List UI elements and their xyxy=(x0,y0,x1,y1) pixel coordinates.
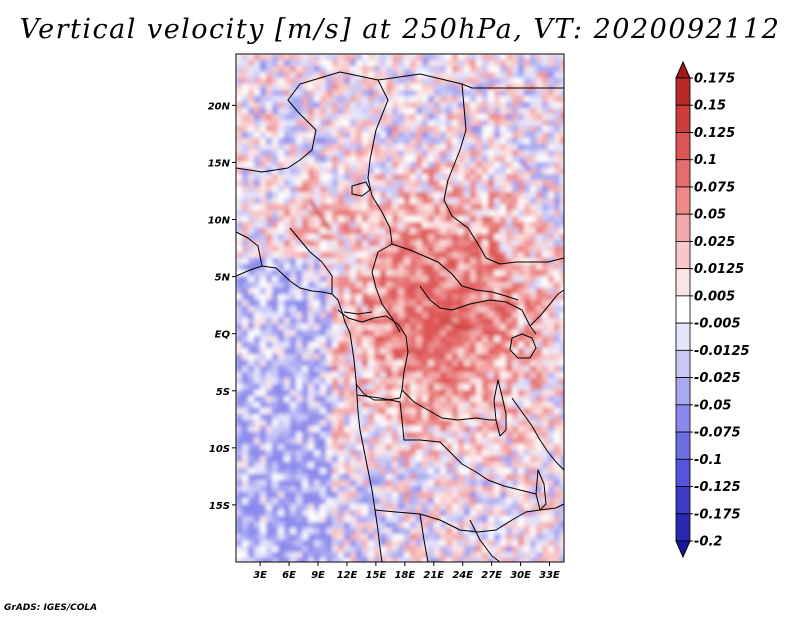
colorbar-segment xyxy=(675,159,691,188)
colorbar-segment xyxy=(675,322,691,351)
border xyxy=(511,397,564,471)
lake-tanganyika xyxy=(493,379,507,437)
lon-tick-label: 15E xyxy=(366,570,387,581)
colorbar-bottom-arrow xyxy=(675,540,691,559)
colorbar-label: 0.175 xyxy=(694,72,735,87)
map-axes: 20N 15N 10N 5N EQ 5S 10S 15S 3E 6E 9E 12E 15E 18E 21E 2… xyxy=(208,101,560,581)
border xyxy=(236,231,263,267)
border xyxy=(419,285,537,335)
colorbar-label: 0.005 xyxy=(694,289,735,304)
border xyxy=(391,243,519,301)
lake-chad xyxy=(351,181,371,197)
border xyxy=(355,383,403,401)
colorbar-segment xyxy=(675,404,691,433)
colorbar-segment xyxy=(675,486,691,515)
border xyxy=(289,227,333,294)
colorbar-label: -0.125 xyxy=(694,480,741,495)
lake-victoria xyxy=(509,333,537,359)
lat-tick-label: 5N xyxy=(215,273,231,284)
lat-tick-label: 10S xyxy=(209,444,230,455)
border xyxy=(236,71,389,197)
border xyxy=(371,195,401,333)
lat-tick-label: 5S xyxy=(216,387,230,398)
colorbar-segment xyxy=(675,513,691,542)
lon-tick-label: 21E xyxy=(423,570,444,581)
colorbar-label: 0.125 xyxy=(694,126,735,141)
colorbar-segment xyxy=(675,431,691,460)
lat-tick-label: 15N xyxy=(208,158,231,169)
border xyxy=(337,309,496,421)
colorbar-segment xyxy=(675,268,691,297)
colorbar-label: -0.175 xyxy=(694,507,741,522)
colorbar-label: -0.1 xyxy=(694,453,722,468)
lon-tick-label: 24E xyxy=(452,570,473,581)
colorbar-segment xyxy=(675,132,691,161)
colorbar-segment xyxy=(675,186,691,215)
colorbar-label: -0.2 xyxy=(694,535,722,550)
colorbar-label: -0.005 xyxy=(694,317,741,332)
lat-tick-label: 15S xyxy=(209,501,230,512)
border xyxy=(461,83,564,89)
lon-tick-label: 6E xyxy=(282,570,296,581)
colorbar-label: -0.075 xyxy=(694,426,741,441)
colorbar-label: 0.1 xyxy=(694,153,717,168)
lat-tick-label: EQ xyxy=(215,330,231,341)
lon-tick-label: 9E xyxy=(311,570,325,581)
colorbar-segment xyxy=(675,213,691,242)
coastlines-and-borders xyxy=(236,71,564,562)
colorbar-segment xyxy=(675,104,691,133)
border xyxy=(377,73,564,265)
border xyxy=(343,311,373,315)
colorbar-label: 0.075 xyxy=(694,180,735,195)
colorbar-label: -0.025 xyxy=(694,371,741,386)
colorbar-label: -0.05 xyxy=(694,398,731,413)
lake-malawi xyxy=(535,469,547,511)
lat-tick-label: 10N xyxy=(208,216,231,227)
colorbar-label: 0.025 xyxy=(694,235,735,250)
grads-credit: GrADS: IGES/COLA xyxy=(4,603,98,613)
border xyxy=(374,503,564,533)
colorbar-label: -0.0125 xyxy=(694,344,750,359)
colorbar: 0.175 0.15 0.125 0.1 0.075 0.05 0.025 0.0125 0.0… xyxy=(675,60,750,559)
border xyxy=(469,519,501,562)
colorbar-label: 0.05 xyxy=(694,208,726,223)
map-title: Vertical velocity [m/s] at 250hPa, VT: 2… xyxy=(19,14,781,45)
lon-tick-label: 12E xyxy=(337,570,358,581)
coastline xyxy=(236,265,383,562)
colorbar-label: 0.0125 xyxy=(694,262,744,277)
colorbar-segment xyxy=(675,377,691,406)
colorbar-segment xyxy=(675,77,691,106)
colorbar-segment xyxy=(675,349,691,378)
map-frame xyxy=(235,53,565,563)
velocity-field xyxy=(236,54,564,562)
lon-tick-label: 30E xyxy=(510,570,531,581)
lon-tick-label: 18E xyxy=(394,570,415,581)
border xyxy=(356,394,537,495)
colorbar-segment xyxy=(675,241,691,270)
colorbar-segment xyxy=(675,458,691,487)
lon-tick-label: 33E xyxy=(539,570,560,581)
border xyxy=(529,289,564,327)
lat-tick-label: 20N xyxy=(208,101,231,112)
colorbar-segment xyxy=(675,295,691,324)
colorbar-top-arrow xyxy=(675,60,691,79)
lon-tick-label: 3E xyxy=(253,570,267,581)
lon-tick-label: 27E xyxy=(481,570,502,581)
colorbar-label: 0.15 xyxy=(694,99,726,114)
border xyxy=(419,513,429,562)
